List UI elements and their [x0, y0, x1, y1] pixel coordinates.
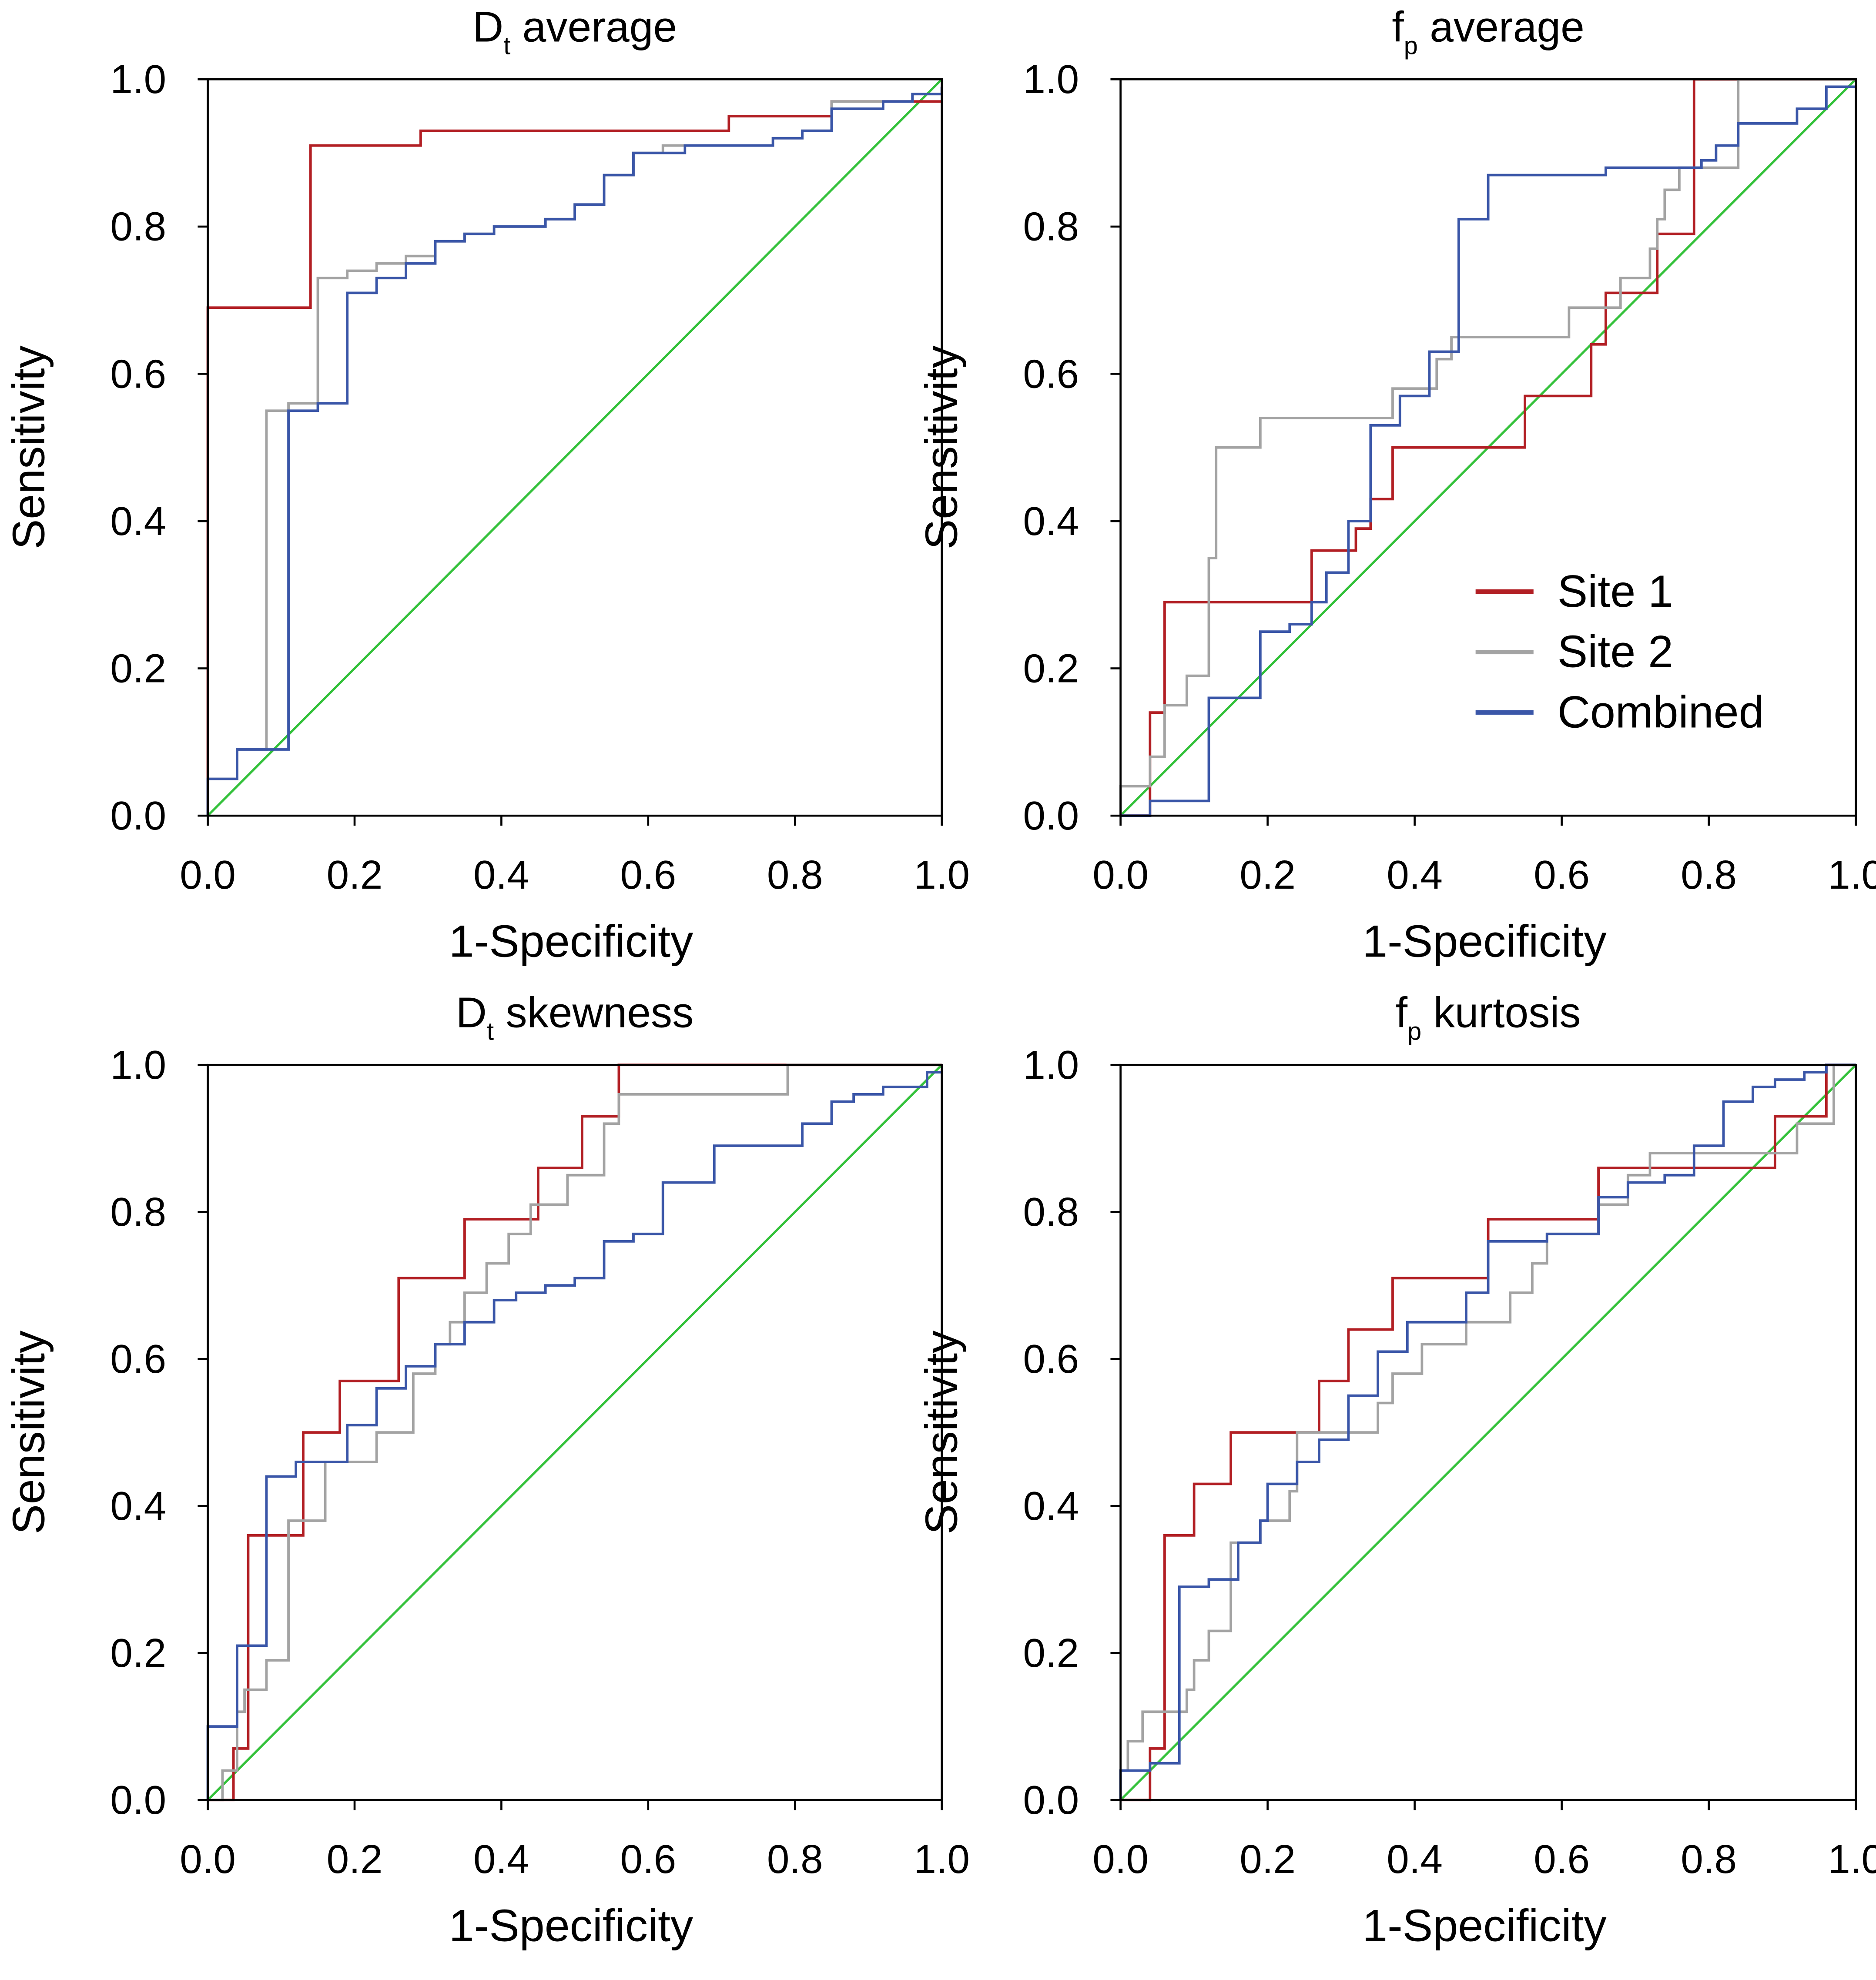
roc-panel-4: fp kurtosis 0.0 0.2 0.4 0.6 0.8 1.0 0.0 0.2 0.4 0.… [916, 988, 1876, 1951]
y-tick-label: 0.8 [1023, 204, 1079, 249]
x-tick-label: 0.8 [767, 1836, 823, 1882]
y-tick-label: 0.4 [110, 1483, 166, 1528]
x-axis-label: 1-Specificity [1362, 1900, 1606, 1951]
y-tick-label: 0.8 [110, 1189, 166, 1234]
x-axis-label: 1-Specificity [449, 916, 693, 967]
y-tick-label: 0.4 [110, 498, 166, 544]
y-tick-label: 0.4 [1023, 1483, 1079, 1528]
y-tick-label: 0.0 [1023, 1777, 1079, 1823]
roc-panel-2: fp average 0.0 0.2 0.4 0.6 0.8 1.0 0.0 0.2 0.4 0.6… [916, 3, 1876, 967]
x-tick-label: 1.0 [1828, 852, 1876, 897]
x-tick-label: 0.4 [473, 1836, 529, 1882]
y-tick-label: 0.8 [1023, 1189, 1079, 1234]
y-tick-label: 0.2 [1023, 1630, 1079, 1676]
x-tick-label: 0.8 [1681, 852, 1737, 897]
diagonal-reference-line [207, 1064, 943, 1801]
y-tick-label: 0.0 [1023, 793, 1079, 838]
chart-title: Dt skewness [456, 988, 693, 1045]
y-tick-label: 1.0 [1023, 57, 1079, 102]
x-tick-label: 0.2 [1240, 852, 1296, 897]
y-axis-label: Sensitivity [3, 345, 54, 549]
legend: Site 1 Site 2 Combined [1475, 566, 1764, 738]
y-axis-label: Sensitivity [3, 1331, 54, 1535]
roc-curve-combined [206, 87, 943, 816]
x-tick-label: 0.4 [1387, 1836, 1443, 1882]
roc-curve-site-2 [206, 93, 942, 816]
roc-curve-combined [206, 1071, 942, 1800]
x-tick-label: 0.0 [180, 1836, 236, 1882]
x-axis-label: 1-Specificity [449, 1900, 693, 1951]
x-tick-label: 1.0 [914, 852, 970, 897]
roc-panel-3: Dt skewness 0.0 0.2 0.4 0.6 0.8 1.0 0.0 0.2 0.4 0.… [3, 988, 970, 1951]
y-tick-label: 1.0 [1023, 1042, 1079, 1087]
plot-frame [207, 1064, 943, 1801]
roc-curve-site-1 [1120, 78, 1856, 817]
plot-frame [1119, 1064, 1857, 1801]
x-tick-label: 0.6 [620, 852, 676, 897]
y-axis-label: Sensitivity [916, 1331, 967, 1535]
chart-title: fp average [1392, 3, 1584, 60]
roc-panel-1: Dt average 0.0 0.2 0.4 0.6 0.8 1.0 0.0 0.2 0.4 0.6… [3, 3, 970, 967]
y-tick-label: 0.0 [110, 1777, 166, 1823]
roc-curve-site-1 [1120, 1064, 1856, 1802]
y-axis-label: Sensitivity [916, 345, 967, 549]
chart-title: fp kurtosis [1396, 988, 1581, 1045]
x-tick-label: 0.8 [767, 852, 823, 897]
x-tick-label: 0.2 [1240, 1836, 1296, 1882]
x-tick-label: 1.0 [1828, 1836, 1876, 1882]
x-tick-label: 0.4 [473, 852, 529, 897]
y-tick-label: 0.6 [1023, 351, 1079, 396]
x-tick-label: 0.2 [327, 852, 383, 897]
roc-curve-site-2 [1119, 78, 1856, 816]
y-tick-label: 1.0 [110, 57, 166, 102]
x-axis-label: 1-Specificity [1362, 916, 1606, 967]
legend-label: Combined [1558, 687, 1764, 738]
chart-title: Dt average [472, 3, 677, 60]
x-tick-label: 0.0 [180, 852, 236, 897]
legend-label: Site 2 [1558, 627, 1673, 677]
x-tick-label: 0.6 [620, 1836, 676, 1882]
y-tick-label: 0.4 [1023, 498, 1079, 544]
y-tick-label: 0.8 [110, 204, 166, 249]
y-tick-label: 0.2 [110, 1630, 166, 1676]
y-tick-label: 0.6 [1023, 1336, 1079, 1381]
diagonal-reference-line [1119, 1064, 1857, 1801]
diagonal-reference-line [207, 78, 943, 817]
legend-label: Site 1 [1558, 566, 1673, 617]
x-tick-label: 0.6 [1534, 852, 1590, 897]
y-tick-label: 0.6 [110, 351, 166, 396]
plot-frame [1119, 78, 1857, 817]
plot-frame [207, 78, 943, 817]
x-tick-label: 0.8 [1681, 1836, 1737, 1882]
x-tick-label: 0.2 [327, 1836, 383, 1882]
x-tick-label: 0.0 [1092, 1836, 1149, 1882]
x-tick-label: 0.0 [1092, 852, 1149, 897]
roc-curve-combined [1119, 1064, 1856, 1800]
x-tick-label: 0.6 [1534, 1836, 1590, 1882]
roc-curve-combined [1120, 85, 1856, 817]
x-tick-label: 0.4 [1387, 852, 1443, 897]
y-tick-label: 0.0 [110, 793, 166, 838]
x-tick-label: 1.0 [914, 1836, 970, 1882]
y-tick-label: 0.2 [110, 646, 166, 691]
y-tick-label: 0.2 [1023, 646, 1079, 691]
y-tick-label: 1.0 [110, 1042, 166, 1087]
roc-curve-site-1 [208, 1064, 942, 1802]
y-tick-label: 0.6 [110, 1336, 166, 1381]
